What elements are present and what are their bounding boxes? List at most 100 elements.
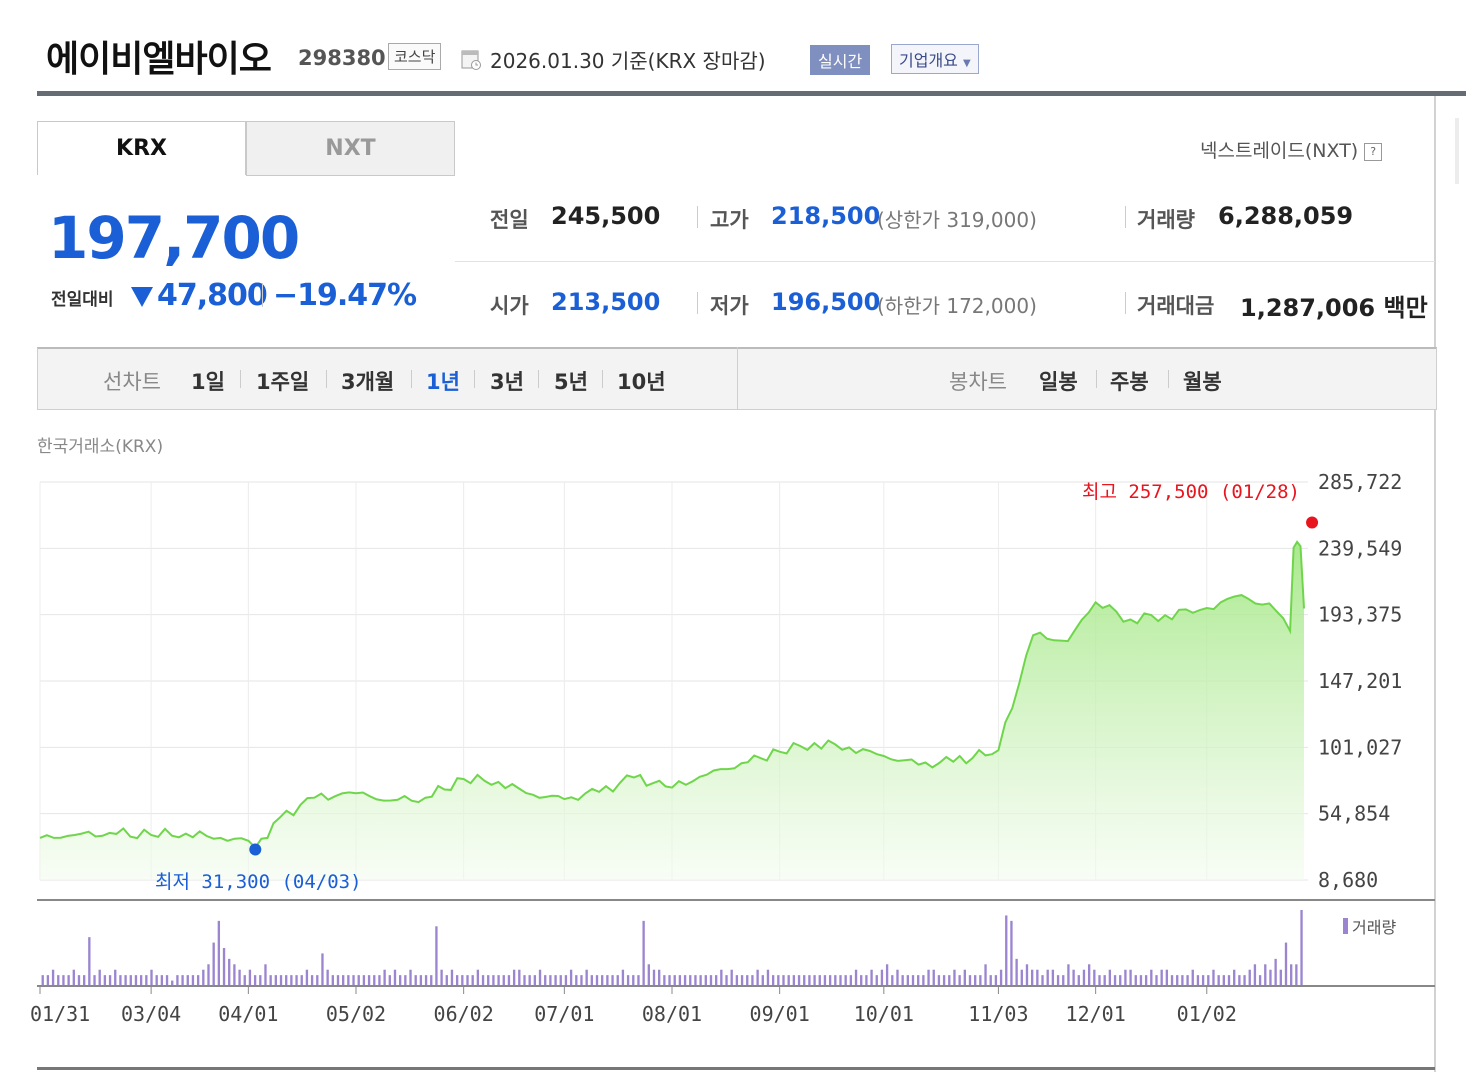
price-chart[interactable]: 285,722 239,549 193,375 147,201 101,027 54,85…	[0, 460, 1466, 1060]
volume-bar	[196, 975, 200, 986]
volume-bar	[1144, 975, 1148, 986]
company-name: 에이비엘바이오	[46, 39, 272, 80]
volume-bar	[88, 937, 91, 986]
volume-bar	[1186, 975, 1189, 986]
volume-bar	[1212, 969, 1215, 986]
volume-bar	[714, 975, 718, 986]
volume-bar	[984, 964, 987, 986]
volume-bar	[1155, 975, 1158, 986]
period-1d[interactable]: 1일	[191, 370, 225, 394]
candle-chart-label: 봉차트	[949, 370, 1007, 394]
volume-bar	[968, 975, 972, 986]
realtime-button[interactable]: 실시간	[810, 45, 871, 75]
volume-bar	[632, 975, 635, 986]
volume-bar	[321, 953, 324, 986]
x-tick-label: 12/01	[1066, 1002, 1126, 1026]
volume-bar	[937, 975, 941, 986]
high-marker	[1306, 516, 1319, 529]
volume-bar	[683, 975, 687, 986]
volume-bar	[1207, 975, 1210, 986]
volume-bar	[512, 969, 516, 986]
period-1w[interactable]: 1주일	[256, 370, 310, 394]
period-5y[interactable]: 5년	[554, 370, 588, 394]
tab-nxt[interactable]: NXT	[246, 121, 455, 176]
volume-bar	[595, 975, 599, 986]
tab-krx[interactable]: KRX	[37, 121, 246, 175]
x-tick-label: 01/02	[1177, 1002, 1237, 1026]
company-overview-label: 기업개요	[899, 51, 958, 70]
volume-bar	[1165, 969, 1169, 986]
volume-bar	[1248, 969, 1251, 986]
x-tick-label: 03/04	[121, 1002, 181, 1026]
volume-bar	[673, 975, 676, 986]
volume-bar	[51, 969, 55, 986]
stat-separator	[1125, 292, 1126, 314]
volume-bar	[1181, 975, 1184, 986]
nxt-info-link[interactable]: 넥스트레이드(NXT)?	[1200, 136, 1383, 163]
volume-bar	[1295, 964, 1298, 986]
volume-bar	[875, 975, 878, 986]
volume-bar	[155, 975, 158, 986]
volume-bar	[839, 975, 842, 986]
volume-bar	[787, 975, 790, 986]
volume-bar	[41, 975, 44, 986]
volume-bar	[450, 969, 454, 986]
volume-bar	[264, 964, 267, 986]
volume-bar	[1020, 969, 1023, 986]
volume-bar	[1030, 969, 1034, 986]
volume-bar	[549, 975, 552, 986]
help-icon[interactable]: ?	[1364, 142, 1383, 161]
volume-bar	[1036, 969, 1039, 986]
volume-bar	[165, 975, 169, 986]
volume-bar	[150, 969, 153, 986]
volume-bar	[720, 969, 723, 986]
x-tick-label: 01/31	[30, 1002, 90, 1026]
volume-bar	[626, 975, 630, 986]
volume-bar	[1108, 969, 1112, 986]
volume-bar	[108, 975, 112, 986]
volume-bar	[538, 969, 542, 986]
volume-bar	[777, 975, 780, 986]
period-separator	[1096, 370, 1097, 388]
candle-weekly[interactable]: 주봉	[1110, 370, 1149, 394]
volume-bar	[942, 975, 946, 986]
volume-bar	[885, 964, 889, 986]
candle-monthly[interactable]: 월봉	[1183, 370, 1222, 394]
candle-daily[interactable]: 일봉	[1039, 370, 1078, 394]
volume-bar	[601, 975, 604, 986]
company-overview-dropdown[interactable]: 기업개요 ▼	[891, 44, 979, 74]
volume-bar	[1258, 975, 1262, 986]
period-10y[interactable]: 10년	[617, 370, 666, 394]
volume-bar	[419, 975, 423, 986]
volume-bar	[316, 975, 319, 986]
period-1y[interactable]: 1년	[426, 370, 460, 394]
volume-bar	[398, 975, 402, 986]
period-3y[interactable]: 3년	[490, 370, 524, 394]
volume-bar	[590, 975, 593, 986]
chevron-down-icon: ▼	[962, 58, 971, 69]
volume-bar	[870, 969, 873, 986]
volume-bar	[46, 975, 50, 986]
volume-bar	[1300, 910, 1303, 986]
low-annotation: 최저 31,300 (04/03)	[155, 871, 362, 893]
volume-legend-swatch	[1343, 918, 1348, 934]
period-3m[interactable]: 3개월	[341, 370, 395, 394]
volume-bar	[326, 969, 329, 986]
volume-bar	[1284, 942, 1288, 986]
volume-bar	[1279, 969, 1282, 986]
volume-bar	[647, 964, 650, 986]
volume-bar	[67, 975, 70, 986]
volume-bar	[771, 975, 775, 986]
volume-bar	[652, 969, 656, 986]
volume-bar	[1176, 975, 1179, 986]
volume-bar	[746, 975, 749, 986]
volume-bar	[378, 975, 381, 986]
stats-divider	[455, 261, 1435, 262]
volume-bar	[611, 975, 614, 986]
volume-bar	[979, 975, 982, 986]
volume-bar	[922, 975, 925, 986]
volume-bar	[948, 975, 951, 986]
volume-bar	[1062, 975, 1065, 986]
volume-bar	[658, 969, 661, 986]
y-tick-label: 54,854	[1318, 802, 1390, 826]
